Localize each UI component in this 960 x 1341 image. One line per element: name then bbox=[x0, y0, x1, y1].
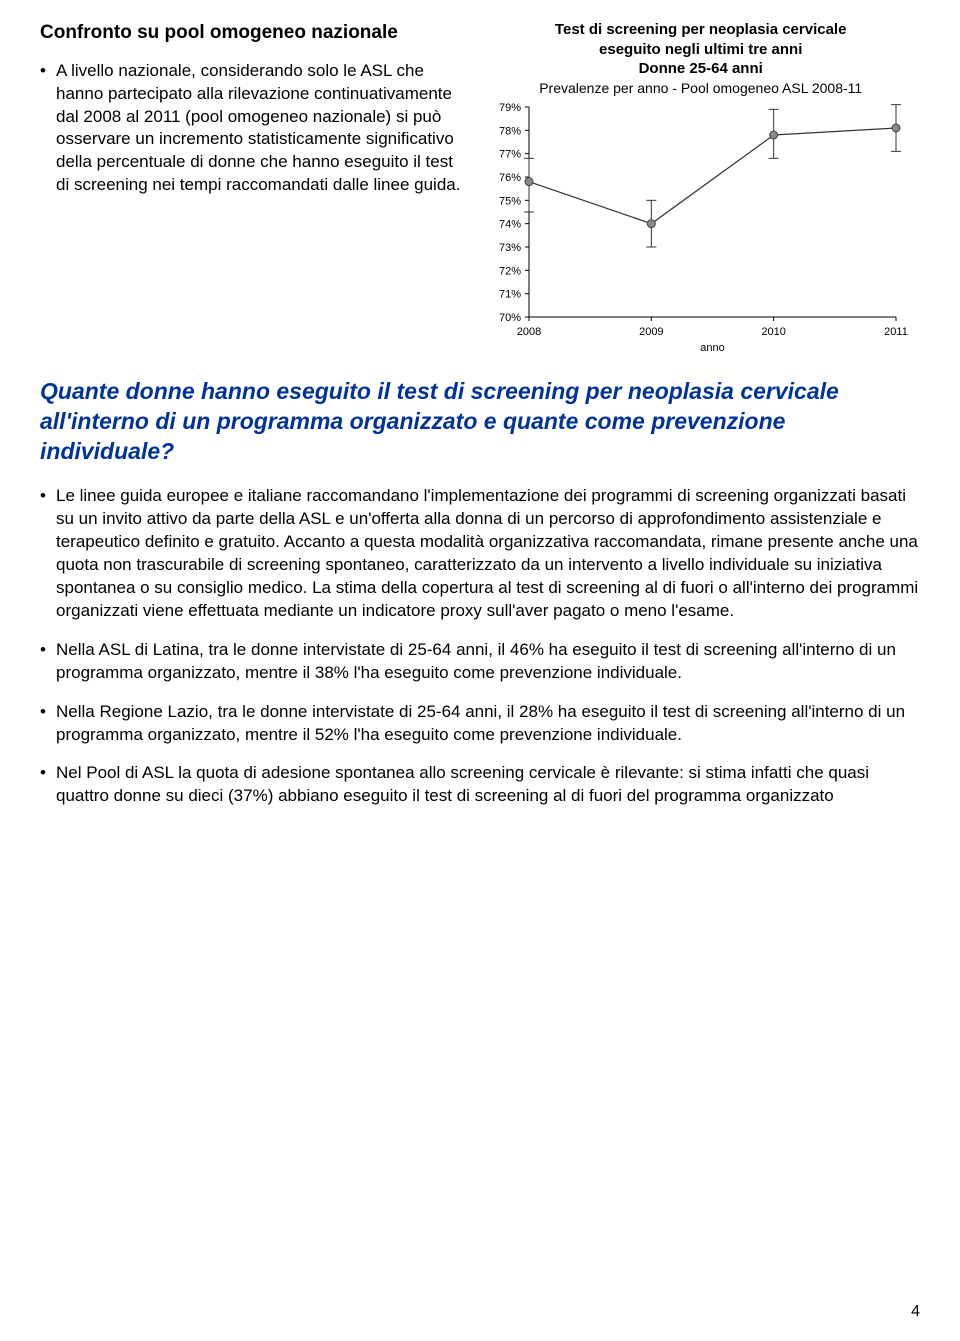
chart-container: Test di screening per neoplasia cervical… bbox=[481, 20, 920, 357]
intro-list: A livello nazionale, considerando solo l… bbox=[40, 60, 461, 198]
svg-text:75%: 75% bbox=[499, 196, 521, 208]
svg-text:74%: 74% bbox=[499, 219, 521, 231]
bullet-latina: Nella ASL di Latina, tra le donne interv… bbox=[40, 639, 920, 685]
chart-subtitle: Prevalenze per anno - Pool omogeneo ASL … bbox=[481, 79, 920, 98]
bullet-lazio: Nella Regione Lazio, tra le donne interv… bbox=[40, 701, 920, 747]
svg-text:77%: 77% bbox=[499, 149, 521, 161]
svg-text:71%: 71% bbox=[499, 289, 521, 301]
svg-text:2008: 2008 bbox=[517, 326, 541, 338]
svg-text:76%: 76% bbox=[499, 172, 521, 184]
svg-text:73%: 73% bbox=[499, 242, 521, 254]
svg-text:anno: anno bbox=[701, 342, 725, 354]
line-chart: 70% 71% 72% 73% 74% 75% 76% 77% 78% 79% 2008 2009 20… bbox=[481, 97, 911, 357]
chart-title-line3: Donne 25-64 anni bbox=[481, 59, 920, 79]
intro-bullet: A livello nazionale, considerando solo l… bbox=[40, 60, 461, 198]
svg-text:72%: 72% bbox=[499, 266, 521, 278]
section-heading: Confronto su pool omogeneo nazionale bbox=[40, 20, 461, 46]
question-heading: Quante donne hanno eseguito il test di s… bbox=[40, 377, 920, 467]
bullet-guidelines: Le linee guida europee e italiane raccom… bbox=[40, 485, 920, 623]
svg-text:70%: 70% bbox=[499, 312, 521, 324]
left-column: Confronto su pool omogeneo nazionale A l… bbox=[40, 20, 461, 357]
svg-text:78%: 78% bbox=[499, 126, 521, 138]
svg-text:79%: 79% bbox=[499, 102, 521, 114]
right-column: Test di screening per neoplasia cervical… bbox=[481, 20, 920, 357]
svg-text:2011: 2011 bbox=[885, 326, 909, 338]
top-two-column: Confronto su pool omogeneo nazionale A l… bbox=[40, 20, 920, 357]
chart-title-line2: eseguito negli ultimi tre anni bbox=[481, 40, 920, 60]
page-number: 4 bbox=[911, 1301, 920, 1323]
chart-title-line1: Test di screening per neoplasia cervical… bbox=[481, 20, 920, 40]
svg-text:2010: 2010 bbox=[762, 326, 786, 338]
svg-text:2009: 2009 bbox=[639, 326, 663, 338]
main-bullets: Le linee guida europee e italiane raccom… bbox=[40, 485, 920, 808]
bullet-pool: Nel Pool di ASL la quota di adesione spo… bbox=[40, 762, 920, 808]
